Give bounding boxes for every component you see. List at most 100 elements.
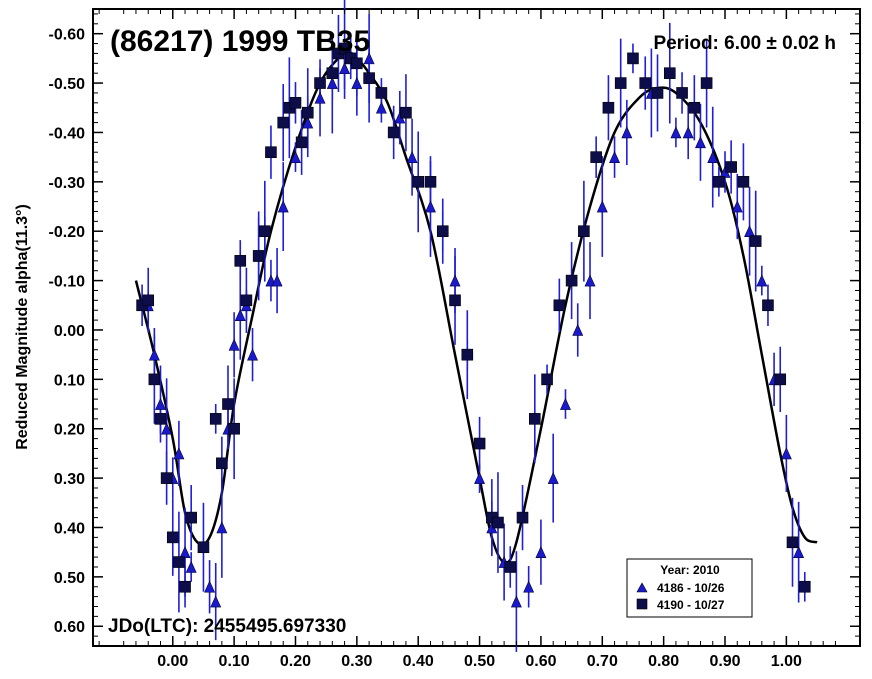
data-point-square bbox=[154, 413, 167, 425]
data-point-square bbox=[424, 176, 437, 188]
chart-title: (86217) 1999 TB35 bbox=[110, 25, 370, 58]
x-tick-label: 0.50 bbox=[464, 653, 495, 670]
y-tick-label: -0.20 bbox=[49, 224, 86, 241]
data-point-square bbox=[166, 531, 179, 544]
data-point-square bbox=[590, 151, 602, 163]
data-point-square bbox=[786, 536, 799, 549]
data-point-triangle bbox=[406, 150, 418, 163]
y-tick-label: 0.50 bbox=[54, 570, 85, 587]
data-point-triangle bbox=[621, 126, 633, 139]
data-point-triangle bbox=[449, 274, 461, 287]
data-point-triangle bbox=[271, 274, 283, 287]
x-tick-label: 0.70 bbox=[587, 653, 618, 670]
x-tick-label: 0.80 bbox=[648, 653, 679, 670]
data-point-triangle bbox=[228, 338, 240, 351]
data-point-square bbox=[614, 77, 627, 89]
y-tick-label: 0.00 bbox=[54, 323, 85, 340]
data-point-triangle bbox=[596, 200, 608, 213]
x-tick-label: 0.00 bbox=[157, 653, 188, 670]
x-tick-label: 0.20 bbox=[280, 653, 311, 670]
data-point-triangle bbox=[234, 308, 246, 321]
y-tick-label: -0.30 bbox=[49, 175, 86, 192]
legend-entry-4186: 4186 - 10/26 bbox=[657, 581, 725, 595]
x-tick-label: 0.10 bbox=[219, 653, 250, 670]
data-point-square bbox=[197, 541, 210, 554]
data-point-square bbox=[265, 146, 277, 159]
y-tick-label: 0.10 bbox=[54, 372, 85, 389]
data-point-square bbox=[252, 250, 265, 262]
legend-title: Year: 2010 bbox=[660, 563, 720, 577]
data-point-triangle bbox=[523, 580, 535, 593]
data-point-triangle bbox=[148, 348, 160, 361]
data-point-square bbox=[301, 106, 314, 119]
data-point-triangle bbox=[326, 76, 338, 89]
data-point-triangle bbox=[216, 521, 228, 534]
data-point-square bbox=[798, 580, 811, 593]
data-point-triangle bbox=[277, 200, 289, 213]
data-point-square bbox=[185, 511, 197, 524]
data-point-square bbox=[412, 176, 425, 188]
data-point-triangle bbox=[560, 397, 571, 410]
data-point-triangle bbox=[707, 150, 719, 163]
x-tick-label: 0.40 bbox=[403, 653, 434, 670]
legend-entry-4190: 4190 - 10/27 bbox=[657, 598, 725, 612]
data-point-triangle bbox=[793, 545, 805, 558]
data-point-square bbox=[700, 77, 713, 89]
data-point-triangle bbox=[204, 580, 216, 593]
y-axis-label: Reduced Magnitude alpha(11.3°) bbox=[14, 204, 31, 450]
data-point-square bbox=[565, 274, 578, 287]
data-point-triangle bbox=[425, 200, 436, 213]
data-point-square bbox=[375, 87, 388, 99]
data-point-square bbox=[400, 106, 412, 119]
data-point-triangle bbox=[780, 447, 792, 460]
data-point-triangle bbox=[731, 200, 743, 213]
y-tick-label: -0.60 bbox=[49, 27, 86, 44]
data-point-square bbox=[516, 511, 529, 524]
data-point-triangle bbox=[572, 323, 584, 336]
data-points-group bbox=[136, 42, 811, 608]
data-point-square bbox=[774, 373, 787, 386]
data-point-square bbox=[762, 299, 774, 312]
data-point-triangle bbox=[535, 545, 547, 558]
legend-triangle-marker bbox=[636, 582, 648, 593]
data-point-square bbox=[240, 294, 253, 307]
data-point-square bbox=[749, 235, 762, 247]
data-point-square bbox=[259, 225, 271, 238]
data-point-square bbox=[663, 67, 676, 79]
legend-box bbox=[626, 558, 753, 618]
y-tick-label: 0.60 bbox=[54, 619, 85, 636]
data-point-square bbox=[737, 176, 750, 188]
data-point-square bbox=[553, 299, 566, 312]
data-point-square bbox=[461, 348, 474, 361]
data-point-triangle bbox=[290, 150, 301, 163]
period-label: Period: 6.00 ± 0.02 h bbox=[653, 33, 836, 54]
plot-frame bbox=[92, 8, 861, 647]
data-point-square bbox=[602, 101, 615, 114]
data-point-square bbox=[209, 413, 222, 425]
data-point-square bbox=[436, 225, 449, 238]
data-point-triangle bbox=[314, 91, 326, 104]
data-point-triangle bbox=[609, 150, 621, 163]
x-axis: 0.00 0.10 0.20 0.30 0.40 0.50 0.60 0.70 0.80 0.90… bbox=[98, 9, 836, 670]
data-point-triangle bbox=[670, 126, 682, 139]
data-point-square bbox=[725, 161, 737, 173]
x-tick-label: 0.30 bbox=[341, 653, 372, 670]
data-point-square bbox=[148, 373, 161, 386]
legend-square-marker bbox=[636, 598, 648, 610]
data-point-square bbox=[277, 116, 290, 129]
data-point-triangle bbox=[185, 560, 197, 573]
data-point-square bbox=[688, 101, 701, 114]
data-point-square bbox=[216, 457, 228, 470]
data-point-triangle bbox=[179, 545, 191, 558]
legend: Year: 2010 4186 - 10/26 4190 - 10/27 bbox=[626, 558, 753, 618]
data-point-square bbox=[173, 556, 185, 568]
data-point-square bbox=[528, 413, 541, 425]
data-point-square bbox=[713, 176, 725, 188]
data-point-square bbox=[222, 398, 234, 410]
data-point-square bbox=[234, 255, 247, 267]
data-point-square bbox=[639, 77, 652, 89]
y-tick-label: 0.20 bbox=[54, 422, 85, 439]
y-tick-label: 0.30 bbox=[54, 471, 85, 488]
jdo-label: JDo(LTC): 2455495.697330 bbox=[108, 616, 346, 637]
